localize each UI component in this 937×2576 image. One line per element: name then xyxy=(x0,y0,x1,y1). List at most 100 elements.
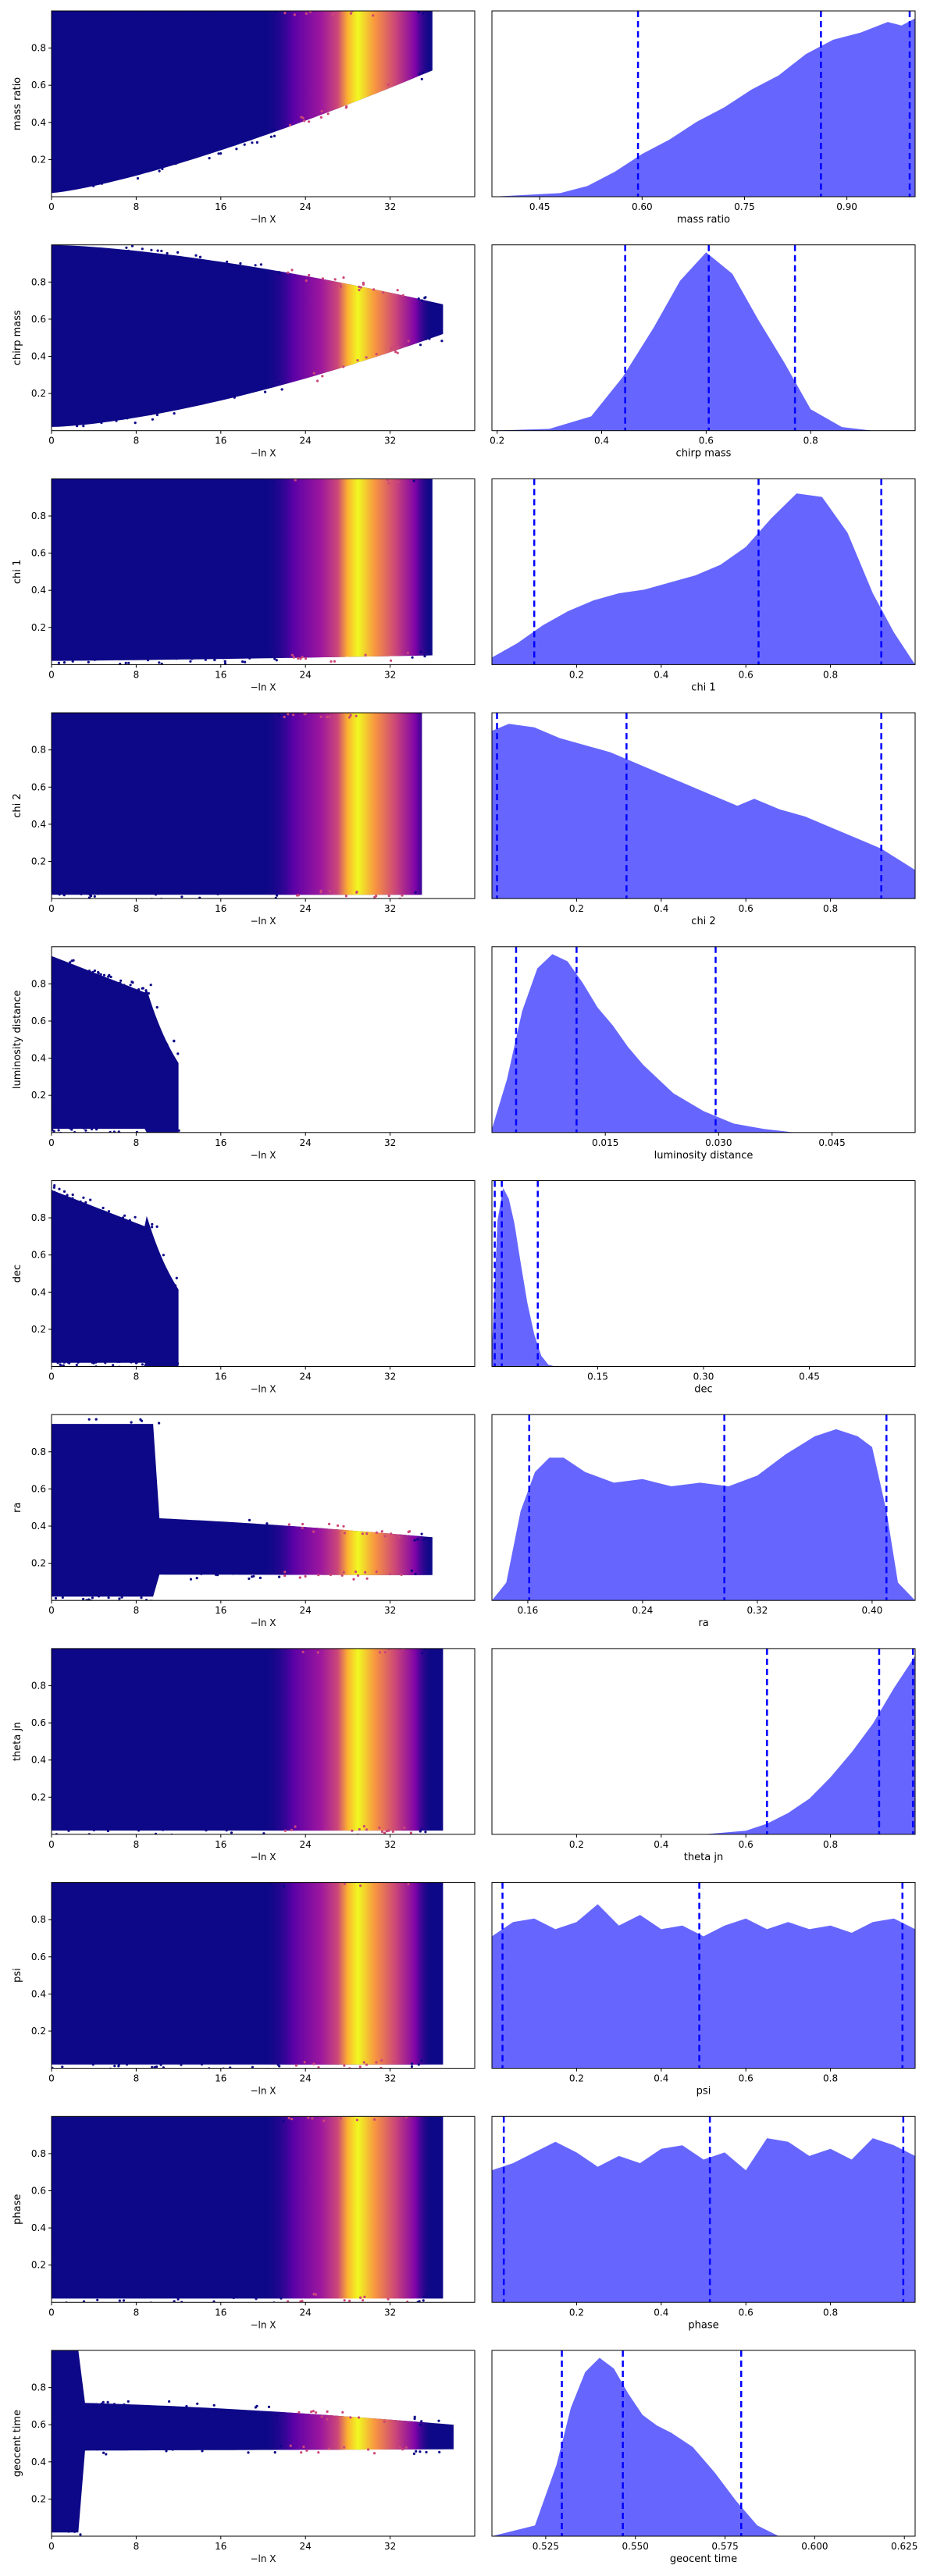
trace-point xyxy=(321,375,324,378)
trace-point xyxy=(130,1882,134,1885)
trace-point xyxy=(420,77,423,80)
trace-point xyxy=(84,1129,87,1132)
trace-point xyxy=(106,1829,109,1833)
trace-point xyxy=(174,1284,177,1287)
trace-point xyxy=(303,713,306,716)
trace-point xyxy=(398,2446,401,2449)
x-tick-label: 16 xyxy=(215,2307,226,2318)
trace-point xyxy=(404,2446,408,2449)
trace-point xyxy=(78,713,81,717)
trace-point xyxy=(355,891,358,894)
posterior-density xyxy=(492,954,915,1133)
trace-point xyxy=(144,989,148,992)
posterior-density xyxy=(492,18,915,197)
trace-point xyxy=(146,2294,149,2297)
trace-point xyxy=(317,2451,320,2454)
trace-point xyxy=(58,2350,61,2353)
trace-x-axis-label: −ln X xyxy=(250,448,276,459)
trace-point xyxy=(58,1187,61,1190)
trace-point xyxy=(268,655,271,659)
trace-point xyxy=(305,475,307,477)
trace-point xyxy=(100,182,104,185)
trace-point xyxy=(358,709,360,711)
trace-point xyxy=(297,2111,299,2113)
trace-cloud xyxy=(52,1190,179,1367)
x-tick-label: 0 xyxy=(48,2307,55,2318)
trace-point xyxy=(53,1190,56,1194)
trace-point xyxy=(407,1530,410,1534)
trace-point xyxy=(107,1596,110,1599)
trace-panel-dec: 0 8 16 24 32 0.2 0.4 0.6 0.8 −ln X dec xyxy=(12,1180,476,1395)
trace-point xyxy=(304,657,308,660)
trace-point xyxy=(101,980,104,983)
trace-point xyxy=(107,417,111,420)
trace-point xyxy=(272,1569,275,1572)
trace-point xyxy=(98,1827,101,1830)
trace-point xyxy=(62,894,66,897)
trace-point xyxy=(387,1648,390,1651)
posterior-x-axis-label: chirp mass xyxy=(676,448,732,460)
x-tick-label: 0.8 xyxy=(823,2307,838,2318)
trace-point xyxy=(416,475,419,478)
trace-point xyxy=(68,1361,71,1364)
trace-point xyxy=(297,2411,301,2414)
trace-point xyxy=(161,167,164,170)
x-tick-label: 16 xyxy=(215,2541,226,2552)
trace-point xyxy=(88,2111,91,2113)
trace-point xyxy=(54,1648,57,1651)
trace-point xyxy=(86,2403,89,2406)
trace-point xyxy=(387,1829,390,1832)
y-tick-label: 0.4 xyxy=(31,1988,46,1999)
trace-point xyxy=(302,2445,305,2449)
trace-point xyxy=(396,351,399,354)
trace-point xyxy=(120,657,123,660)
trace-point xyxy=(337,1524,340,1527)
trace-point xyxy=(419,2450,422,2453)
trace-point xyxy=(372,14,375,17)
trace-point xyxy=(358,1827,361,1831)
trace-point xyxy=(134,422,137,425)
trace-point xyxy=(387,8,390,10)
trace-point xyxy=(249,137,252,141)
trace-point xyxy=(138,2446,141,2449)
trace-point xyxy=(387,482,390,485)
trace-point xyxy=(280,388,283,391)
trace-samples xyxy=(52,1643,444,1834)
trace-point xyxy=(139,1418,142,1421)
trace-point xyxy=(322,2119,326,2122)
trace-point xyxy=(425,337,428,340)
trace-point xyxy=(355,2119,358,2122)
trace-point xyxy=(53,1184,56,1187)
trace-point xyxy=(242,1643,244,1646)
trace-point xyxy=(244,2412,248,2415)
x-tick-label: 0 xyxy=(48,903,55,914)
trace-point xyxy=(372,2452,376,2455)
trace-point xyxy=(108,708,110,710)
trace-panel-psi: 0 8 16 24 32 0.2 0.4 0.6 0.8 −ln X psi xyxy=(12,1879,476,2097)
posterior-frame xyxy=(491,2115,916,2303)
trace-point xyxy=(223,662,227,665)
y-tick-label: 0.4 xyxy=(31,351,46,362)
trace-point xyxy=(257,2293,260,2296)
trace-point xyxy=(239,262,242,265)
x-tick-label: 0.6 xyxy=(739,669,754,680)
trace-point xyxy=(359,1884,362,1888)
trace-point xyxy=(106,710,109,712)
y-tick-label: 0.4 xyxy=(31,1286,46,1297)
posterior-frame xyxy=(491,10,916,197)
trace-point xyxy=(419,650,422,653)
trace-point xyxy=(365,356,368,359)
x-tick-label: 16 xyxy=(215,436,226,447)
posterior-panel-ra: 0.16 0.24 0.32 0.40 ra xyxy=(491,1414,916,1629)
trace-point xyxy=(417,2063,420,2066)
trace-point xyxy=(411,707,414,710)
posterior-panel-chirp-mass: 0.2 0.4 0.6 0.8 chirp mass xyxy=(490,244,916,460)
trace-point xyxy=(115,419,118,422)
trace-point xyxy=(141,479,144,482)
trace-point xyxy=(373,1879,376,1881)
trace-point xyxy=(69,961,72,964)
trace-point xyxy=(105,1357,108,1361)
posterior-x-axis-label: phase xyxy=(688,2319,718,2331)
trace-samples xyxy=(52,1879,444,2069)
